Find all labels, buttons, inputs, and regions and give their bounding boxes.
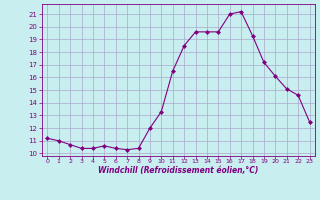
- X-axis label: Windchill (Refroidissement éolien,°C): Windchill (Refroidissement éolien,°C): [98, 166, 259, 175]
